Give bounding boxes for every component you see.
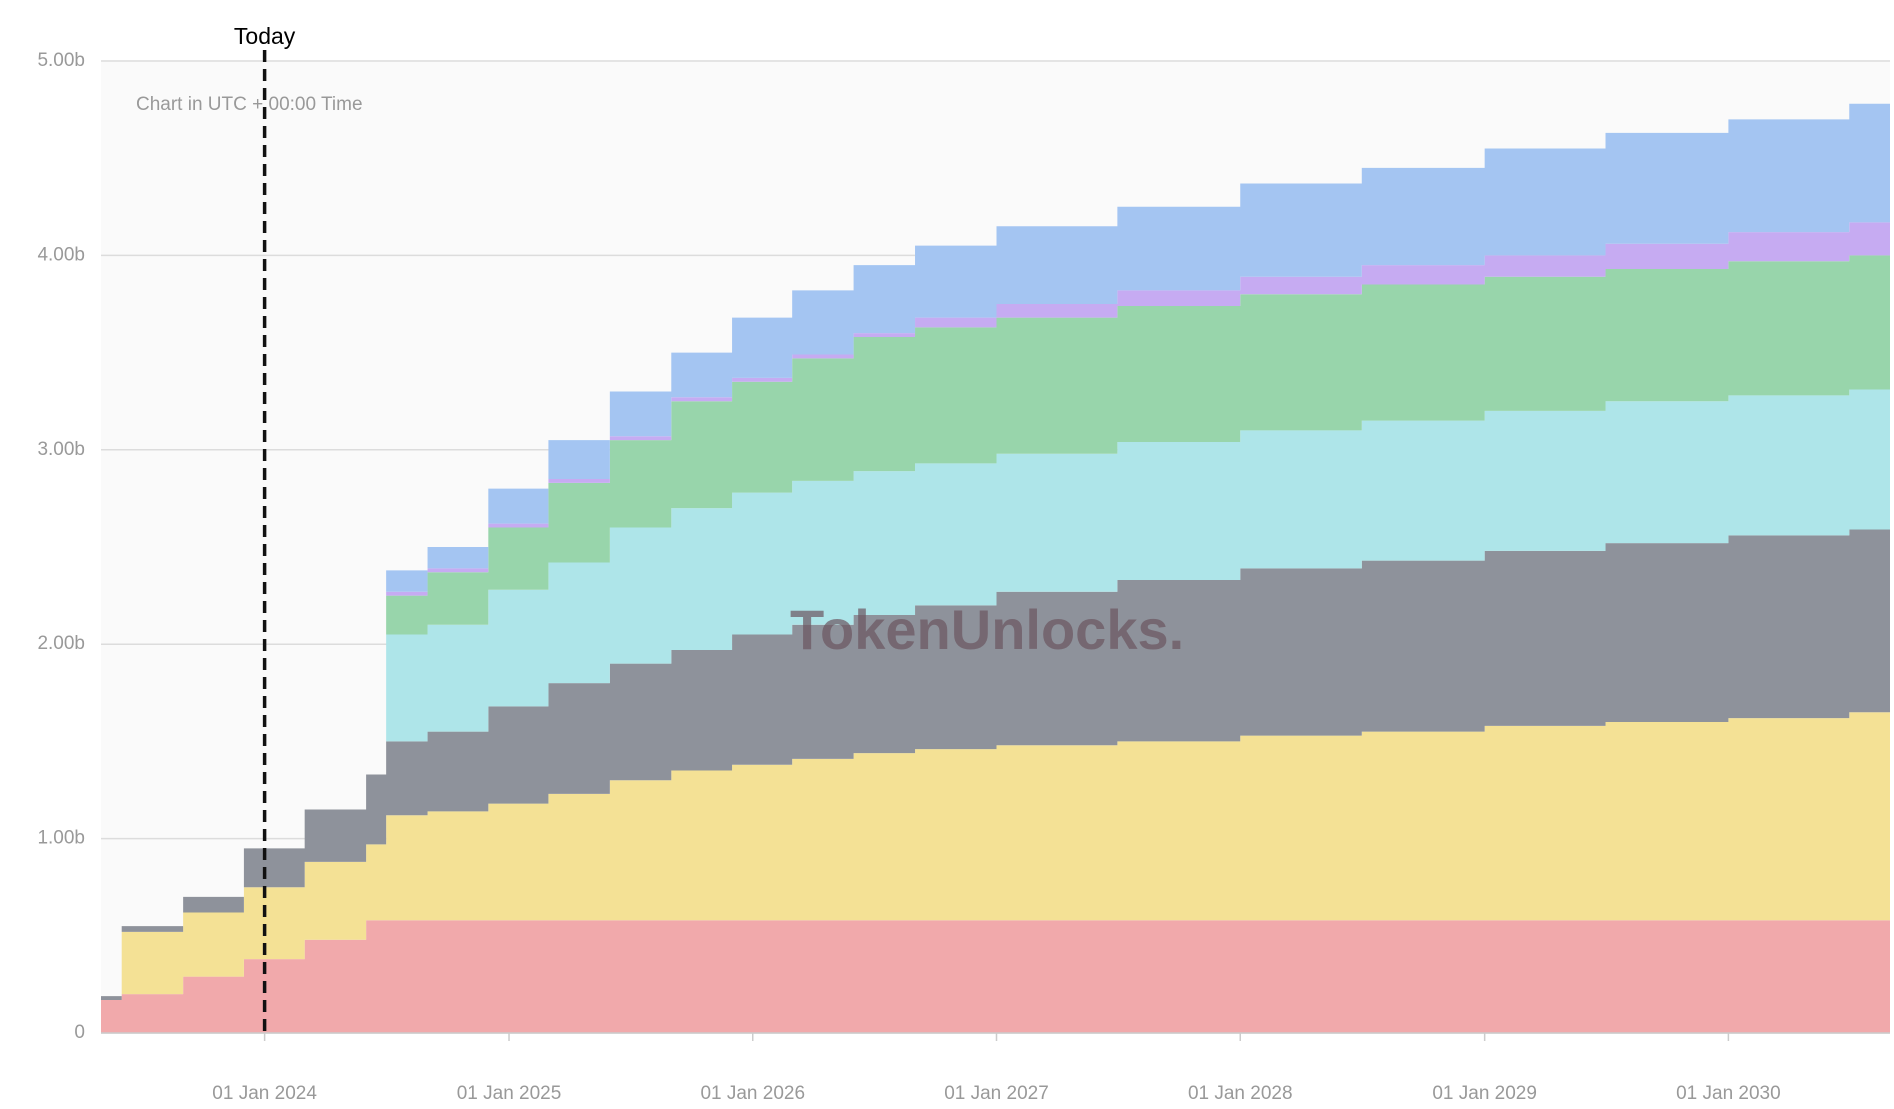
y-tick-label: 2.00b <box>37 633 85 654</box>
x-tick-label: 01 Jan 2025 <box>457 1083 562 1104</box>
x-tick-label: 01 Jan 2028 <box>1188 1083 1293 1104</box>
area-series <box>101 389 1890 997</box>
y-tick-label: 5.00b <box>37 50 85 71</box>
y-tick-label: 1.00b <box>37 828 85 849</box>
area-series <box>101 920 1890 1033</box>
x-tick-label: 01 Jan 2030 <box>1676 1083 1781 1104</box>
y-tick-label: 4.00b <box>37 244 85 265</box>
y-tick-label: 3.00b <box>37 439 85 460</box>
x-tick-label: 01 Jan 2026 <box>700 1083 805 1104</box>
area-series <box>101 529 1890 1000</box>
area-series <box>101 255 1890 997</box>
today-label: Today <box>234 23 296 49</box>
watermark: TokenUnlocks. <box>790 598 1184 661</box>
chart-subtitle: Chart in UTC + 00:00 Time <box>136 94 363 115</box>
area-series <box>101 103 1890 997</box>
area-series <box>101 712 1890 1000</box>
x-tick-label: 01 Jan 2027 <box>944 1083 1049 1104</box>
x-tick-label: 01 Jan 2024 <box>212 1083 317 1104</box>
x-tick-label: 01 Jan 2029 <box>1432 1083 1537 1104</box>
y-tick-label: 0 <box>74 1022 85 1043</box>
